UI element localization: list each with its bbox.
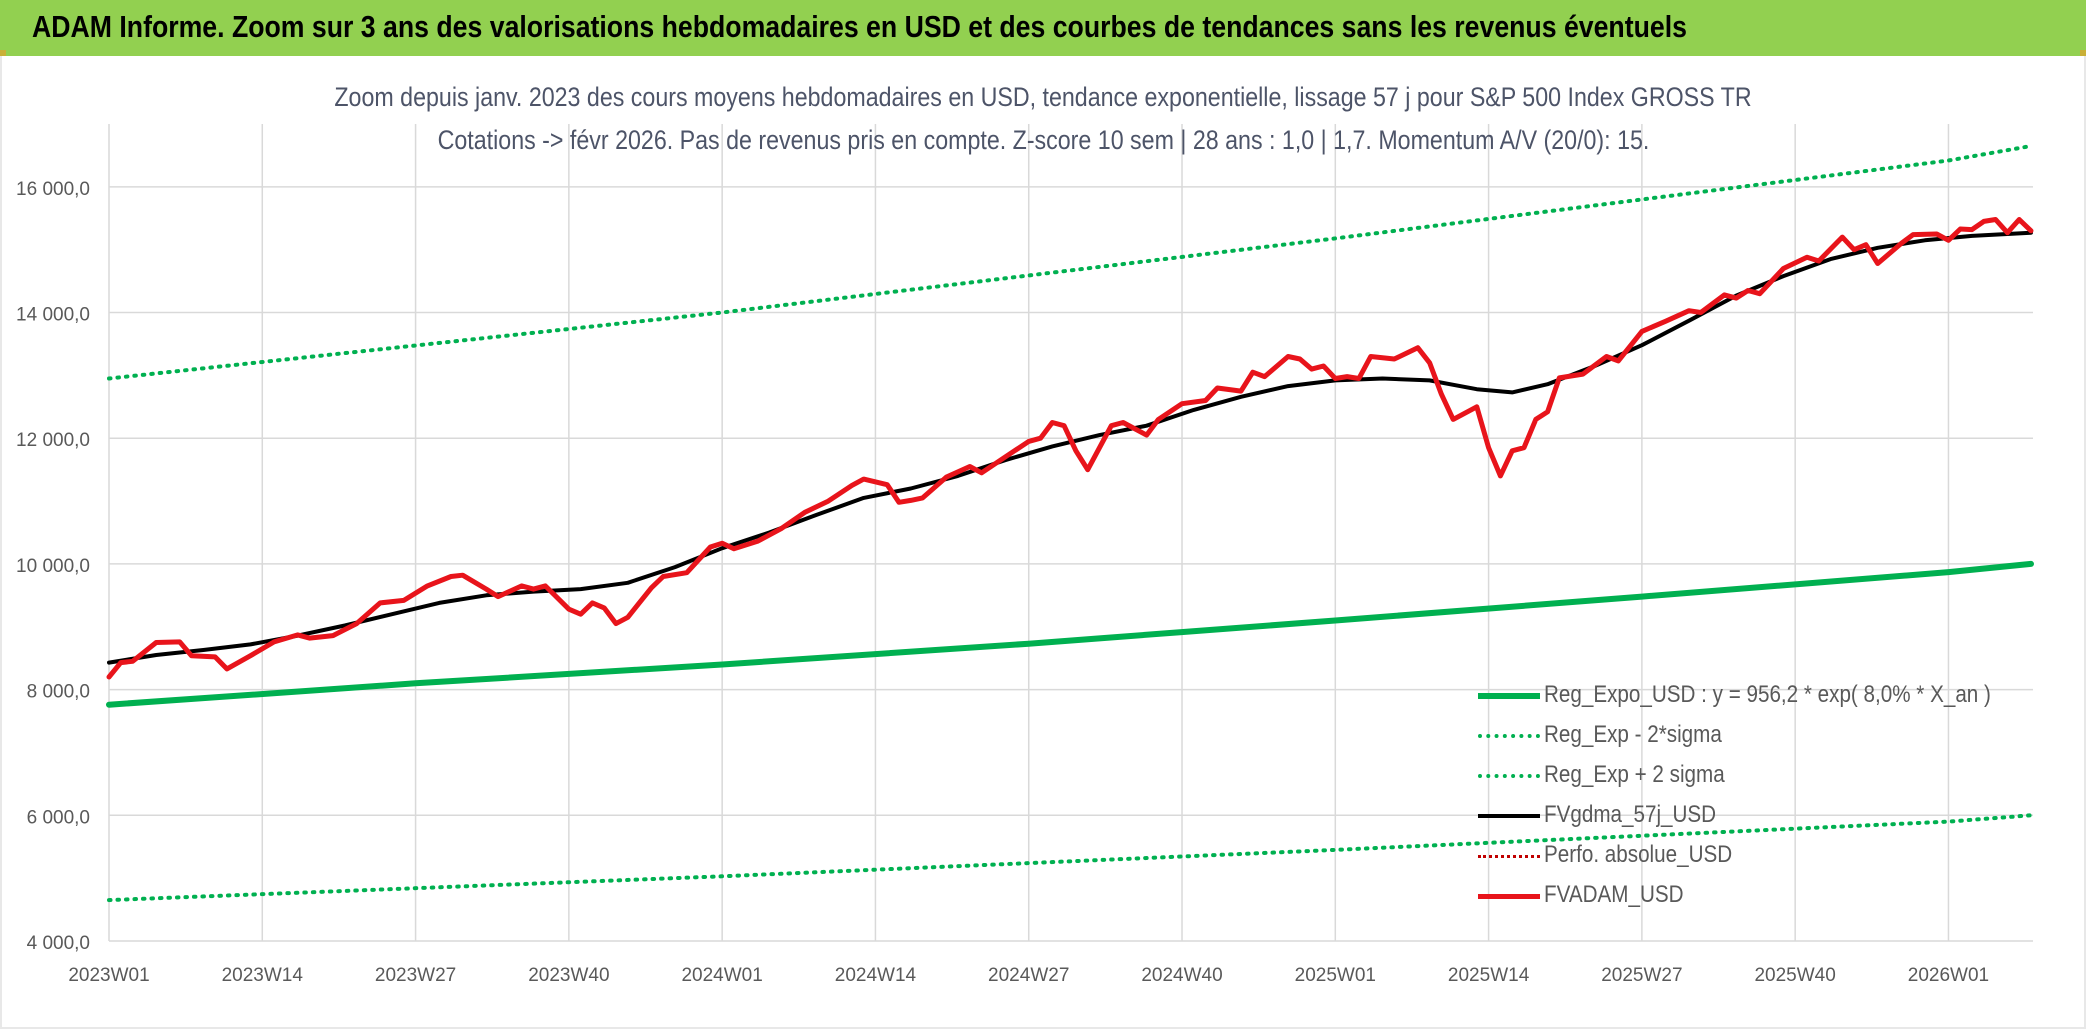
legend-swatch [1478,693,1540,699]
x-tick-label: 2025W01 [1295,965,1376,986]
legend-swatch [1478,893,1540,899]
y-tick-label: 4 000,0 [27,933,90,954]
legend-swatch [1478,734,1540,738]
legend-swatch [1478,854,1540,858]
y-tick-label: 16 000,0 [16,179,90,200]
x-tick-label: 2024W01 [681,965,762,986]
y-axis-ticks: 4 000,0 6 000,0 8 000,0 10 000,0 12 000,0 14 … [16,179,90,954]
chart-title: Zoom depuis janv. 2023 des cours moyens … [334,82,1752,112]
series-line-4 [107,230,2033,665]
x-tick-label: 2024W27 [988,965,1069,986]
grid [108,124,2033,942]
legend-label: FVgdma_57j_USD [1544,801,1717,828]
x-tick-label: 2024W40 [1141,965,1222,986]
y-tick-label: 12 000,0 [16,430,90,451]
series [106,144,2034,903]
series-line-3 [107,144,2033,381]
y-tick-label: 6 000,0 [27,807,90,828]
x-tick-label: 2025W27 [1601,965,1682,986]
x-tick-label: 2023W01 [68,965,149,986]
y-tick-label: 8 000,0 [27,682,90,703]
x-tick-label: 2025W40 [1754,965,1835,986]
legend-label: Perfo. absolue_USD [1544,841,1733,868]
x-tick-label: 2024W14 [835,965,917,986]
x-tick-label: 2023W14 [222,965,304,986]
legend-label: Reg_Exp + 2 sigma [1544,761,1725,788]
series-line-1 [106,560,2034,708]
corner-mark [2080,50,2086,56]
legend-label: Reg_Exp - 2*sigma [1544,721,1722,748]
legend-swatch [1478,814,1540,818]
x-tick-label: 2023W27 [375,965,456,986]
legend-swatch [1478,774,1540,778]
series-line-2 [107,813,2033,903]
y-tick-label: 10 000,0 [16,556,90,577]
page-title: ADAM Informe. Zoom sur 3 ans des valoris… [32,9,1687,44]
chart-frame [0,56,2086,1029]
series-line-6 [106,217,2034,680]
x-tick-label: 2025W14 [1448,965,1530,986]
header-banner: ADAM Informe. Zoom sur 3 ans des valoris… [0,0,2086,56]
chart-subtitle: Cotations -> févr 2026. Pas de revenus p… [437,125,1649,155]
legend-label: Reg_Expo_USD : y = 956,2 * exp( 8,0% * X… [1544,681,1991,708]
y-tick-label: 14 000,0 [16,305,90,326]
x-axis-ticks: 2023W01 2023W14 2023W27 2023W40 2024W01 2024W… [68,965,1989,986]
legend-label: FVADAM_USD [1544,881,1684,908]
x-tick-label: 2023W40 [528,965,609,986]
x-tick-label: 2026W01 [1908,965,1989,986]
corner-mark [0,50,6,56]
